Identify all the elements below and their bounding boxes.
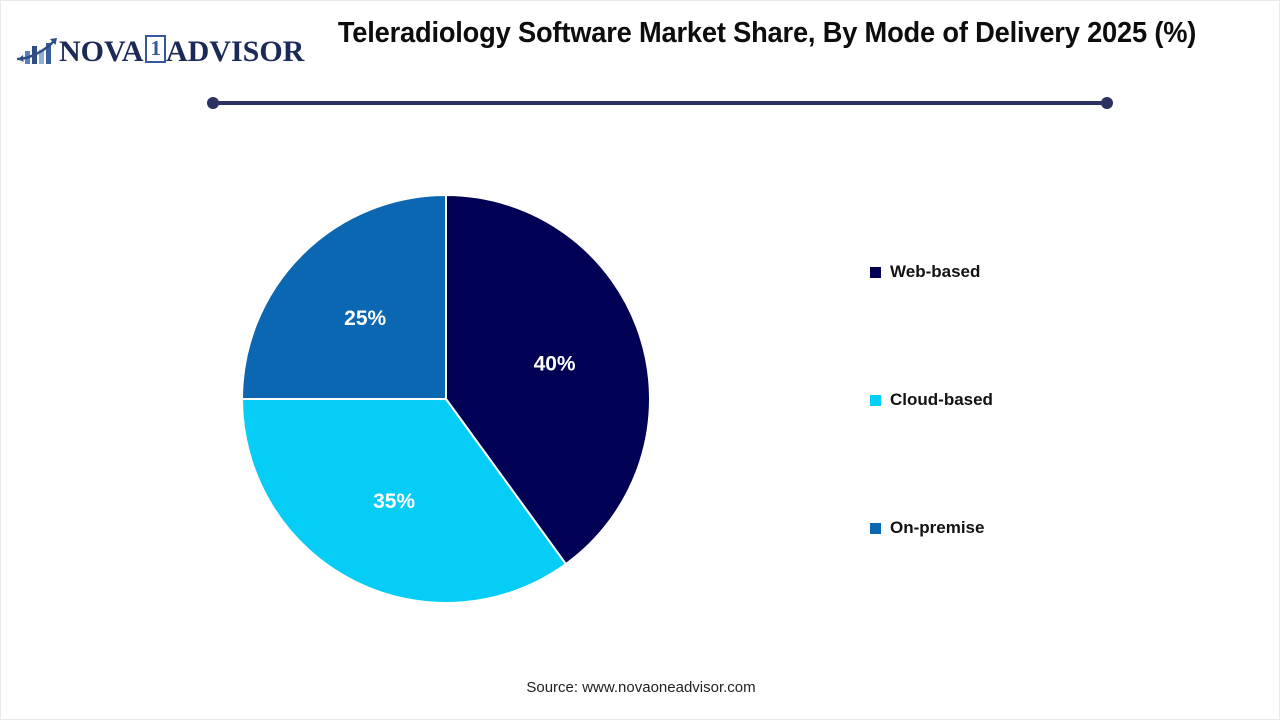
pie-label-cloud-based: 35% [373, 490, 415, 513]
logo-badge-one: 1 [145, 35, 166, 63]
legend-label-web-based: Web-based [890, 262, 981, 281]
legend-swatch-icon-web-based [870, 266, 881, 278]
legend-label-on-premise: On-premise [890, 518, 985, 537]
divider-dot-right [1101, 97, 1113, 109]
logo-text-advisor: ADVISOR [165, 35, 305, 68]
bar-chart-swoosh-icon [17, 38, 57, 64]
pie-label-on-premise: 25% [344, 307, 386, 330]
title-divider [207, 97, 1113, 109]
logo-text-nova: NOVA [59, 35, 144, 68]
legend-swatch-icon-cloud-based [870, 394, 881, 406]
legend-label-cloud-based: Cloud-based [890, 390, 993, 409]
page-title: Teleradiology Software Market Share, By … [337, 17, 1197, 49]
pie-chart: 40% 35% 25% [241, 194, 651, 604]
pie-chart-svg: 40% 35% 25% [241, 194, 651, 604]
pie-slice-web-based[interactable] [445, 194, 651, 566]
legend-swatch-icon-on-premise [870, 522, 881, 534]
pie-slice-on-premise[interactable] [241, 194, 447, 400]
pie-label-web-based: 40% [534, 353, 576, 376]
brand-logo: NOVA 1 ADVISOR [17, 31, 304, 73]
pie-slice-cloud-based[interactable] [241, 398, 568, 604]
divider-line [213, 101, 1107, 105]
legend-item-cloud-based[interactable]: Cloud-based [870, 384, 1170, 416]
legend-item-on-premise[interactable]: On-premise [870, 512, 1170, 544]
legend-item-web-based[interactable]: Web-based [870, 256, 1170, 288]
chart-legend: Web-based Cloud-based On-premise [870, 256, 1170, 544]
source-note: Source: www.novaoneadvisor.com [526, 679, 756, 696]
